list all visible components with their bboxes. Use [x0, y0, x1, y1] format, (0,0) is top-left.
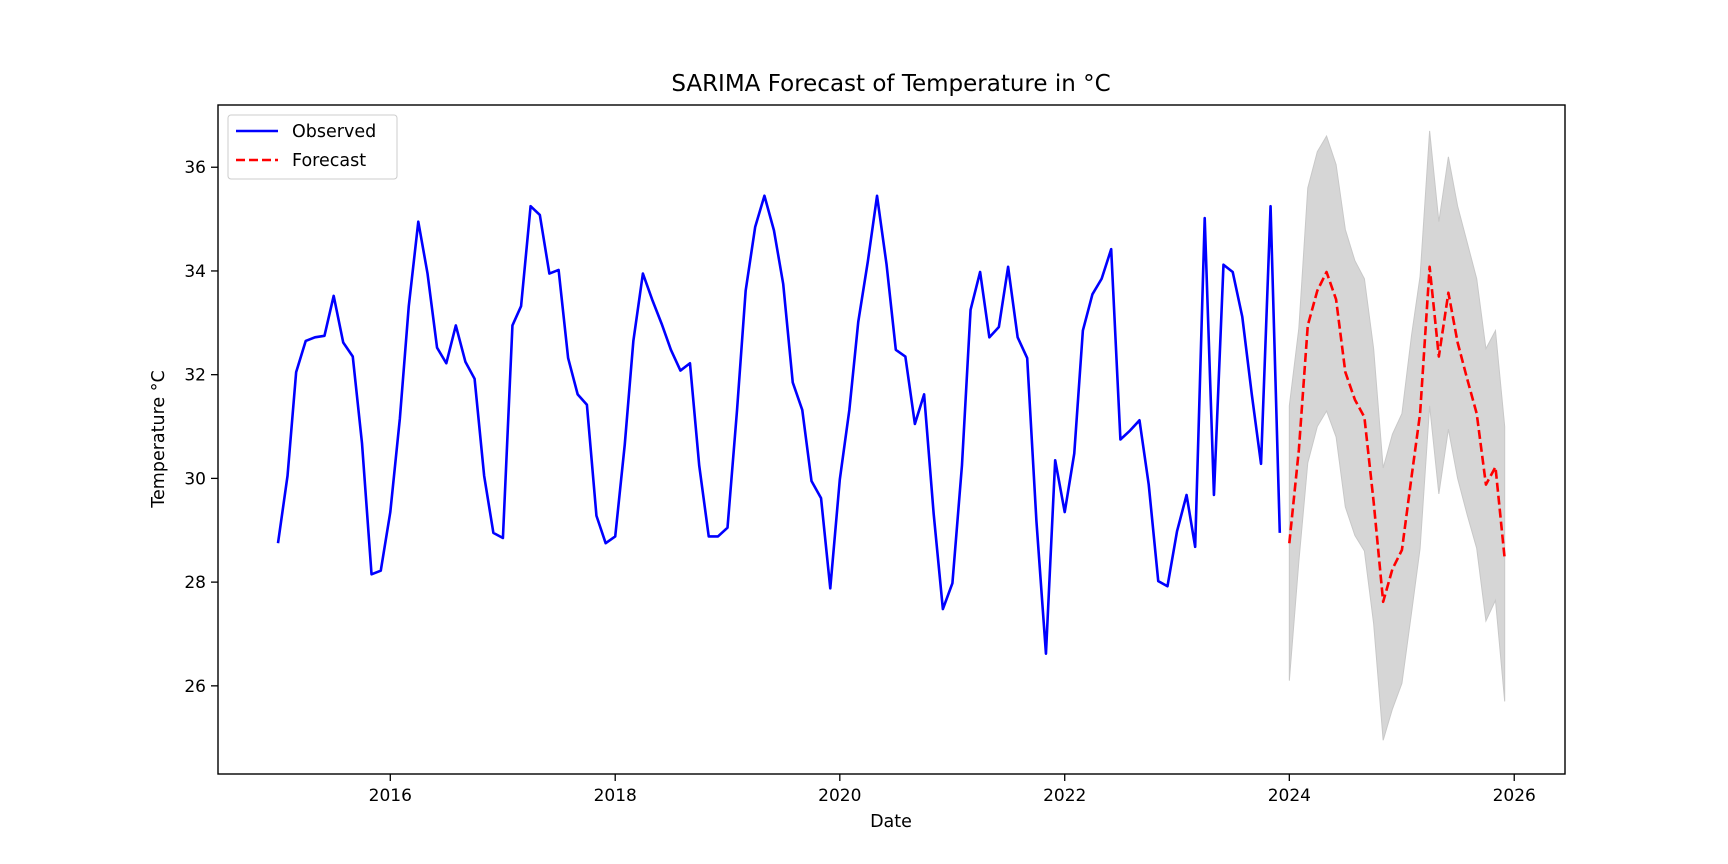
- y-tick-label: 32: [184, 366, 206, 386]
- x-axis: 2016 2018 2020 2022 2024 2026: [369, 774, 1536, 806]
- y-tick-label: 34: [184, 262, 206, 282]
- legend: Observed Forecast: [227, 114, 398, 180]
- x-axis-title: Date: [870, 812, 912, 832]
- x-tick-label: 2020: [818, 786, 861, 806]
- y-axis: 26 28 30 32 34 36: [184, 158, 218, 697]
- x-tick-label: 2016: [369, 786, 412, 806]
- series-line-forecast: [1288, 265, 1506, 604]
- y-axis-title: Temperature °C: [149, 370, 169, 508]
- x-tick-label: 2022: [1043, 786, 1086, 806]
- plot-frame: [217, 104, 1566, 775]
- x-tick-label: 2018: [594, 786, 637, 806]
- y-tick-label: 36: [184, 158, 206, 178]
- confidence-band: [1288, 130, 1506, 741]
- y-tick-label: 30: [184, 469, 206, 489]
- legend-label-forecast: Forecast: [292, 151, 366, 171]
- y-tick-label: 26: [184, 677, 206, 697]
- plot-area: [276, 130, 1506, 741]
- y-tick-label: 28: [184, 573, 206, 593]
- series-line-observed: [276, 194, 1282, 655]
- x-tick-label: 2026: [1493, 786, 1536, 806]
- x-tick-label: 2024: [1268, 786, 1311, 806]
- chart-title: SARIMA Forecast of Temperature in °C: [671, 71, 1110, 97]
- legend-label-observed: Observed: [292, 122, 376, 142]
